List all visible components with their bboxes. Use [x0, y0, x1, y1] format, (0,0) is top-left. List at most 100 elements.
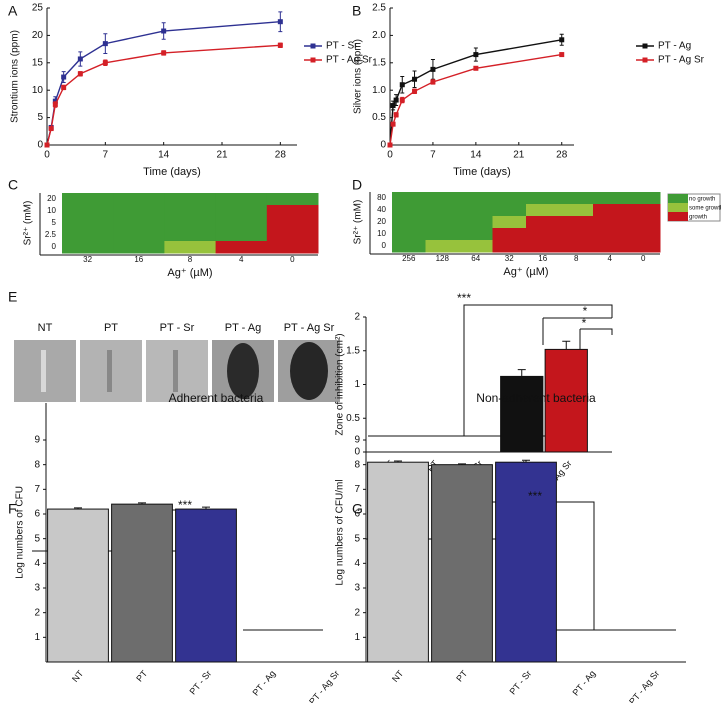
x-axis-label: Ag⁺ (µM): [167, 267, 212, 279]
column-label: 128: [436, 254, 450, 263]
heat-cell: [425, 228, 460, 241]
row-label: 40: [377, 205, 386, 214]
error-bar: [138, 502, 146, 505]
marker: [77, 56, 83, 62]
y-tick-label: 0.5: [372, 112, 386, 123]
legend-label: some growth: [689, 205, 721, 211]
heat-cell: [593, 216, 627, 229]
bar: [47, 508, 109, 663]
y-tick-label: 1.0: [372, 85, 386, 96]
marker: [473, 52, 479, 58]
y-tick-label: 4: [34, 558, 40, 569]
heat-cell: [425, 240, 460, 253]
y-axis-label: Strontium ions (ppm): [10, 30, 21, 123]
photo-scratch: [107, 350, 112, 392]
significance: ***: [528, 489, 542, 503]
heat-cell: [392, 204, 426, 217]
y-tick-label: 7: [354, 484, 360, 495]
bar: [544, 348, 588, 453]
heat-cell: [559, 240, 594, 253]
error-bar: [394, 460, 402, 463]
y-tick-label: 25: [32, 3, 44, 14]
row-label: 80: [377, 193, 386, 202]
heat-cell: [459, 228, 493, 241]
heat-cell: [626, 216, 661, 229]
bar: [175, 508, 237, 663]
marker: [559, 52, 565, 58]
x-tick-label: 7: [103, 150, 109, 161]
column-label: 0: [641, 254, 646, 263]
x-tick-label: NT: [70, 668, 86, 684]
marker: [161, 28, 167, 34]
column-label: 32: [83, 255, 92, 264]
panel-letter: G: [352, 501, 363, 517]
marker: [48, 126, 54, 132]
marker: [412, 88, 418, 94]
photo-scratch: [41, 350, 46, 392]
y-tick-label: 2.0: [372, 30, 386, 41]
row-label: 2.5: [45, 230, 57, 239]
marker: [399, 82, 405, 88]
heat-cell: [492, 240, 527, 253]
y-tick-label: 0: [380, 140, 386, 151]
heat-cell: [559, 216, 594, 229]
row-label: 10: [377, 229, 386, 238]
heat-cell: [392, 216, 426, 229]
heat-cell: [62, 205, 114, 218]
x-tick-label: 0: [44, 150, 50, 161]
marker: [161, 50, 167, 56]
heat-cell: [215, 229, 268, 242]
heat-cell: [62, 217, 114, 230]
heat-cell: [392, 240, 426, 253]
y-tick-label: 5: [37, 112, 43, 123]
heat-cell: [626, 228, 661, 241]
y-axis-label: Silver ions (ppm): [353, 39, 364, 114]
error-bar: [517, 369, 526, 377]
heat-cell: [526, 204, 560, 217]
y-axis-label: Log numbers of CFU: [15, 486, 26, 579]
column-label: 32: [505, 254, 514, 263]
marker: [277, 42, 283, 48]
heat-cell: [392, 192, 426, 205]
photo-scratch: [173, 350, 178, 392]
heat-cell: [62, 241, 114, 254]
marker: [393, 112, 399, 118]
marker: [44, 142, 50, 148]
column-label: 0: [290, 255, 295, 264]
x-tick-label: PT - Sr: [507, 668, 533, 696]
marker: [430, 79, 436, 85]
marker: [559, 37, 565, 43]
y-tick-label: 4: [354, 558, 360, 569]
panel-letter: F: [8, 501, 17, 517]
y-tick-label: 1: [354, 632, 360, 643]
column-label: 16: [538, 254, 547, 263]
y-tick-label: 7: [34, 484, 40, 495]
y-tick-label: 3: [354, 583, 360, 594]
legend-swatch: [668, 203, 688, 212]
photo-label: PT: [104, 322, 118, 334]
marker: [102, 60, 108, 66]
x-tick-label: 21: [513, 150, 525, 161]
marker: [102, 41, 108, 47]
x-axis-label: Ag⁺ (µM): [503, 266, 548, 278]
heat-cell: [266, 241, 319, 254]
x-tick-label: PT: [454, 668, 469, 684]
x-tick-label: 28: [275, 150, 287, 161]
heat-cell: [164, 193, 217, 206]
heat-cell: [559, 204, 594, 217]
x-tick-label: PT - Ag Sr: [627, 668, 661, 703]
x-tick-label: PT - Sr: [187, 668, 213, 696]
row-label: 10: [47, 206, 56, 215]
marker: [387, 142, 393, 148]
x-tick-label: NT: [390, 668, 406, 684]
row-label: 5: [52, 218, 57, 227]
marker: [61, 84, 67, 90]
y-tick-label: 1: [34, 632, 40, 643]
heat-cell: [526, 216, 560, 229]
legend-marker: [642, 57, 648, 63]
heat-cell: [164, 217, 217, 230]
y-tick-label: 9: [354, 435, 360, 446]
chart-title: Adherent bacteria: [169, 391, 264, 405]
legend-marker: [310, 43, 316, 49]
heat-cell: [492, 216, 527, 229]
